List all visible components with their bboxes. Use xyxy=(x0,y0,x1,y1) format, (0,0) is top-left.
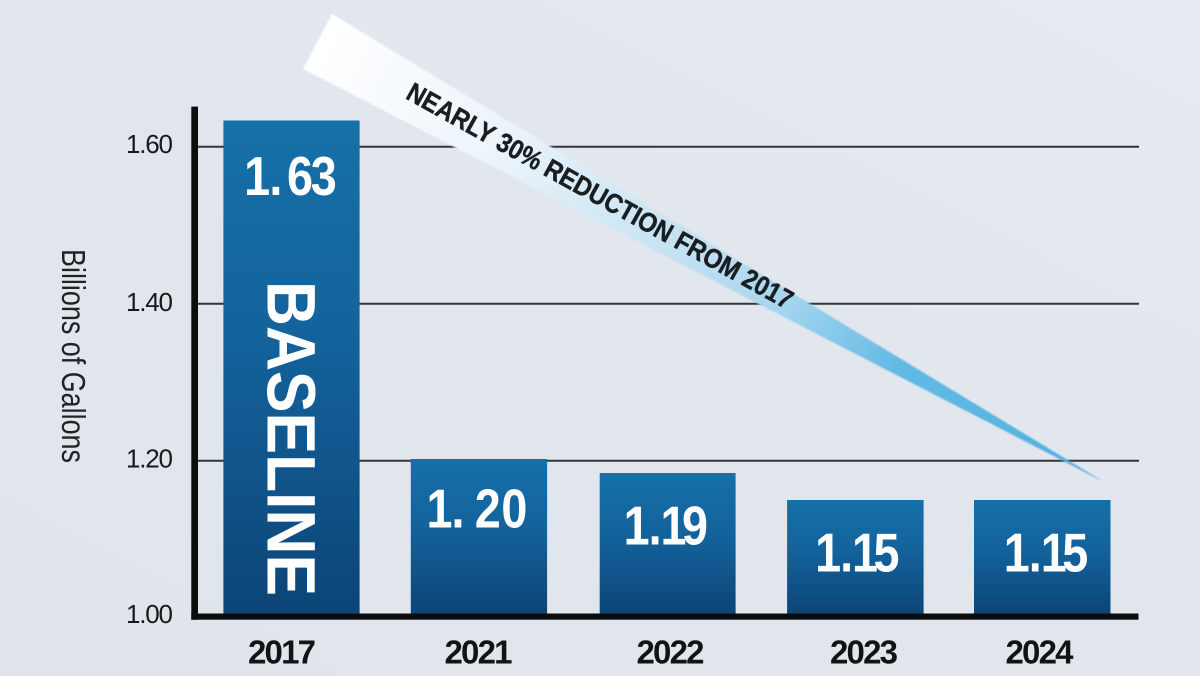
svg-text:2017: 2017 xyxy=(248,633,316,670)
svg-text:2024: 2024 xyxy=(1006,633,1075,670)
svg-text:1.40: 1.40 xyxy=(126,287,173,317)
svg-text:2021: 2021 xyxy=(445,633,513,670)
svg-text:1.15: 1.15 xyxy=(1004,522,1088,583)
svg-text:Billions of Gallons: Billions of Gallons xyxy=(55,249,92,463)
svg-text:1.20: 1.20 xyxy=(126,444,173,474)
svg-text:1.15: 1.15 xyxy=(815,522,899,583)
svg-text:1.20: 1.20 xyxy=(426,478,527,539)
svg-text:2023: 2023 xyxy=(830,633,898,670)
svg-text:1.63: 1.63 xyxy=(244,145,337,206)
svg-text:1.00: 1.00 xyxy=(126,599,173,629)
svg-text:BASELINE: BASELINE xyxy=(253,281,330,596)
svg-text:2022: 2022 xyxy=(637,633,705,670)
svg-text:1.19: 1.19 xyxy=(624,495,708,556)
svg-text:1.60: 1.60 xyxy=(126,129,173,159)
